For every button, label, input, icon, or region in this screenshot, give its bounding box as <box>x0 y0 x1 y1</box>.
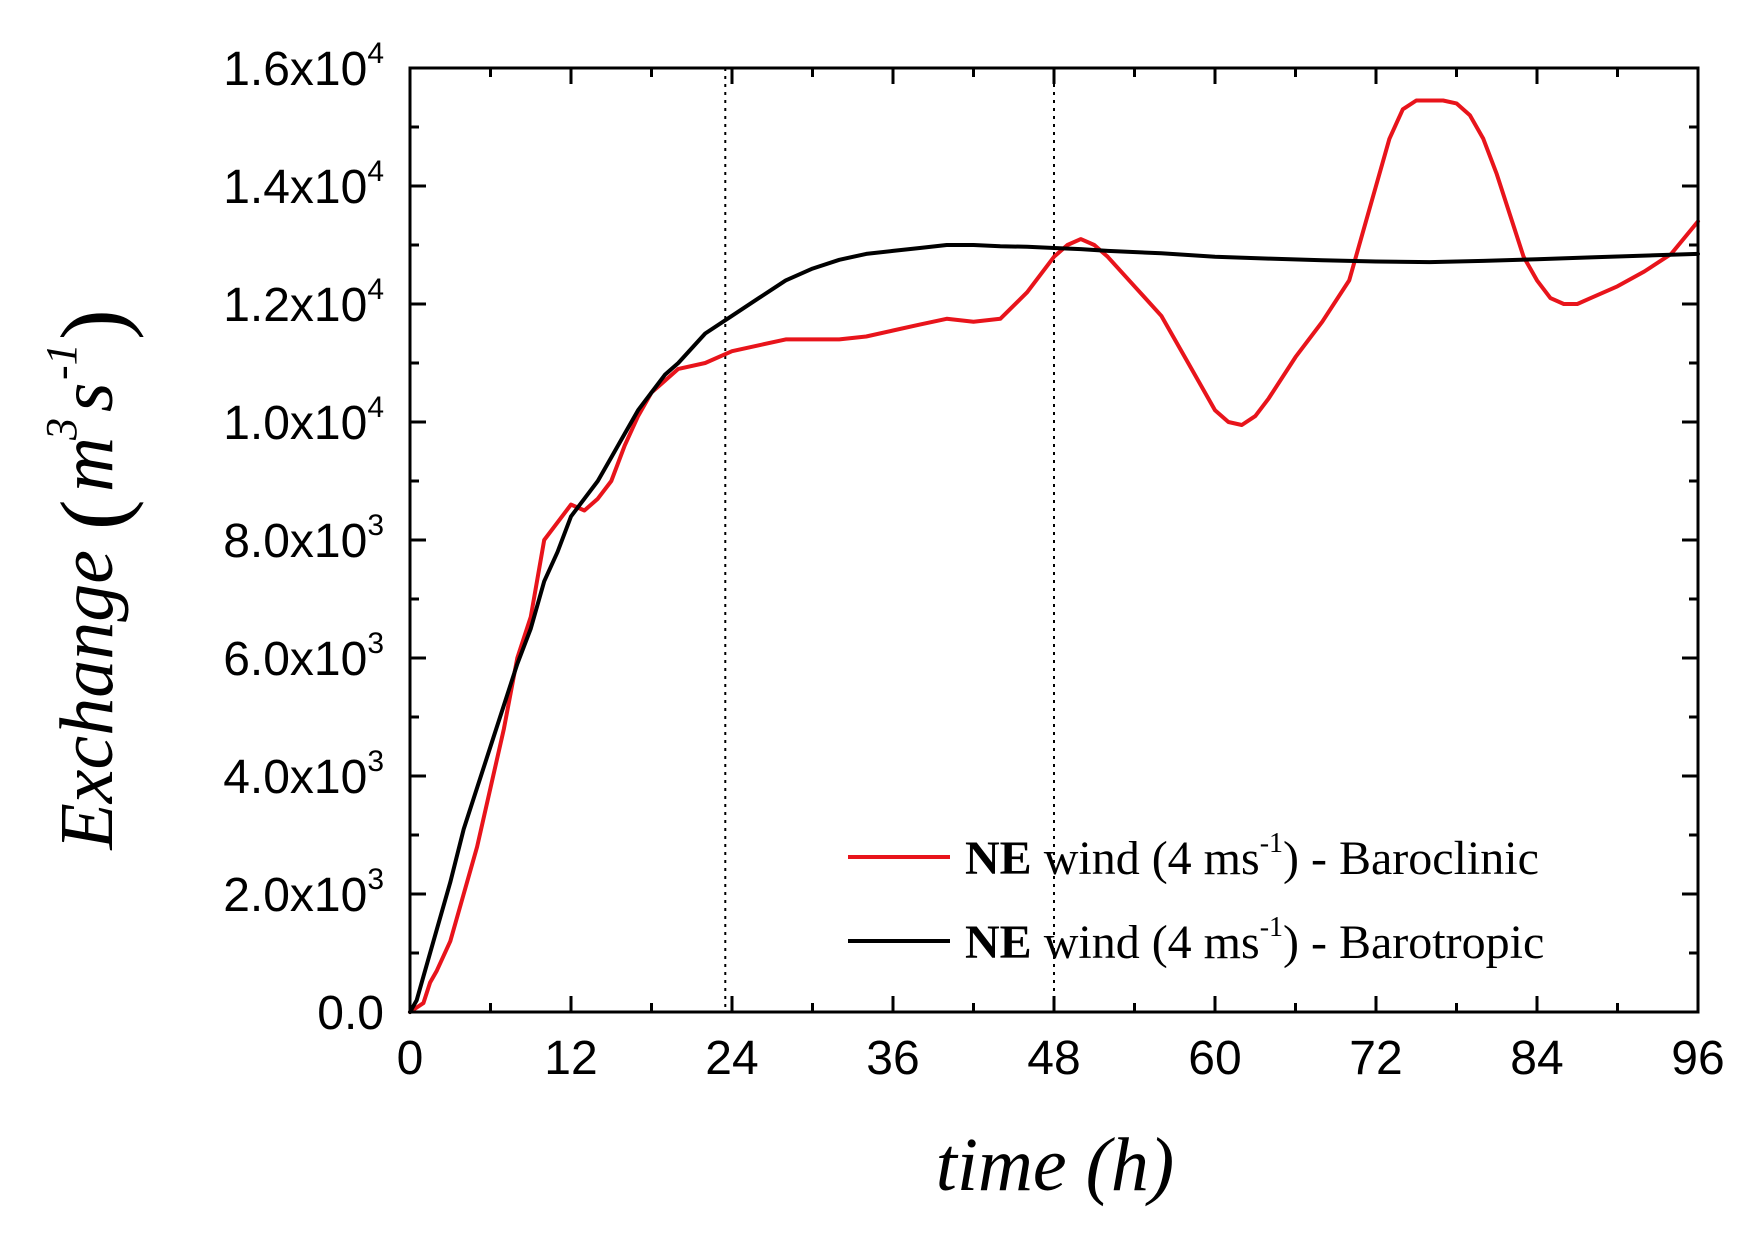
y-tick-label: 2.0x103 <box>223 863 384 922</box>
y-tick-label: 8.0x103 <box>223 509 384 568</box>
y-tick-label: 1.6x104 <box>223 37 384 96</box>
series-lines <box>408 98 1700 1014</box>
x-tick-label: 60 <box>1188 1032 1241 1085</box>
y-axis-title-unit-m: m <box>45 437 129 492</box>
axis-ticks <box>408 66 1700 1014</box>
x-tick-label: 48 <box>1027 1032 1080 1085</box>
y-axis-title-unit-s: s <box>45 382 129 412</box>
x-tick-label: 0 <box>397 1032 424 1085</box>
legend: NE wind (4 ms-1) - Baroclinic NE wind (4… <box>848 828 1544 969</box>
series-line-baroclinic <box>408 98 1700 1014</box>
y-axis-title-unit-m-exp: 3 <box>37 418 86 441</box>
y-tick-label: 1.2x104 <box>223 273 384 332</box>
x-tick-label: 96 <box>1671 1032 1724 1085</box>
y-tick-label: 6.0x103 <box>223 627 384 686</box>
series-line-barotropic <box>408 243 1700 1014</box>
x-tick-label: 36 <box>866 1032 919 1085</box>
y-axis-title-open-paren: ( <box>42 499 144 530</box>
legend-label-baroclinic: NE wind (4 ms-1) - Baroclinic <box>965 828 1539 885</box>
y-axis-title-unit-s-exp: -1 <box>37 343 86 380</box>
y-axis-title: Exchange ( m 3 s -1 ) <box>37 309 144 850</box>
y-tick-labels: 0.0 2.0x103 4.0x103 6.0x103 8.0x103 1.0x104 1.… <box>223 37 384 1040</box>
y-tick-label: 1.4x104 <box>223 155 384 214</box>
x-tick-label: 12 <box>544 1032 597 1085</box>
y-tick-label: 0.0 <box>317 987 384 1040</box>
y-tick-label: 4.0x103 <box>223 745 384 804</box>
y-axis-title-base: Exchange <box>45 550 129 851</box>
y-axis-title-close-paren: ) <box>42 309 144 340</box>
x-axis-title: time (h) <box>936 1123 1174 1207</box>
x-tick-label: 24 <box>705 1032 758 1085</box>
y-tick-label: 1.0x104 <box>223 391 384 450</box>
x-tick-labels: 0 12 24 36 48 60 72 84 96 <box>397 1032 1725 1085</box>
legend-label-barotropic: NE wind (4 ms-1) - Barotropic <box>965 912 1544 969</box>
reference-lines <box>724 68 1055 1012</box>
x-tick-label: 72 <box>1349 1032 1402 1085</box>
x-tick-label: 84 <box>1510 1032 1563 1085</box>
